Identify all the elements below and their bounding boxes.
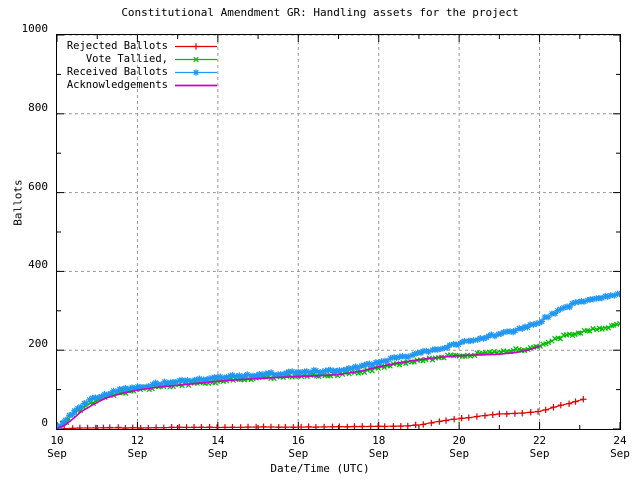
x-tick-label: 12 Sep <box>127 434 148 460</box>
plot-area <box>56 34 621 430</box>
y-axis-label: Ballots <box>11 179 25 226</box>
legend-item-label: Acknowledgements <box>66 79 168 91</box>
legend-item-label: Rejected Ballots <box>66 40 168 52</box>
legend-sample-star-icon <box>175 69 217 76</box>
legend-sample-none-icon <box>175 84 217 87</box>
legend-item-label: Vote Tallied, <box>85 53 168 65</box>
series-3 <box>57 290 620 429</box>
x-tick-label: 10 Sep <box>47 434 67 460</box>
chart-legend: Rejected Ballots Vote Tallied, Received Ba… <box>60 40 218 92</box>
y-tick-label: 600 <box>28 179 48 193</box>
x-tick-label: 24 Sep <box>610 434 630 460</box>
y-tick-label: 1000 <box>21 22 49 35</box>
x-axis-label: Date/Time (UTC) <box>270 462 370 475</box>
y-tick-label: 400 <box>28 258 48 272</box>
legend-sample-plus-icon <box>175 43 217 50</box>
x-tick-label: 14 Sep <box>207 434 228 460</box>
x-tick-label: 18 Sep <box>368 434 389 460</box>
plot-canvas <box>57 35 620 429</box>
legend-item-label: Received Ballots <box>66 66 168 78</box>
legend-item[interactable]: Acknowledgements <box>60 79 218 92</box>
y-tick-label: 800 <box>28 100 48 114</box>
x-tick-label: 20 Sep <box>449 434 470 460</box>
series-4 <box>57 345 540 429</box>
series-line <box>57 293 620 428</box>
series-1 <box>57 396 587 429</box>
legend-item[interactable]: Rejected Ballots <box>60 40 218 53</box>
legend-sample-x-icon <box>175 56 217 63</box>
legend-item[interactable]: Received Ballots <box>60 66 218 79</box>
x-tick-label: 22 Sep <box>529 434 550 460</box>
chart-title: Constitutional Amendment GR: Handling as… <box>121 6 519 19</box>
y-tick-label: 200 <box>28 337 48 351</box>
legend-item[interactable]: Vote Tallied, <box>60 53 218 66</box>
x-tick-label: 16 Sep <box>288 434 309 460</box>
y-tick-label: 0 <box>41 416 48 429</box>
series-line <box>57 345 540 429</box>
